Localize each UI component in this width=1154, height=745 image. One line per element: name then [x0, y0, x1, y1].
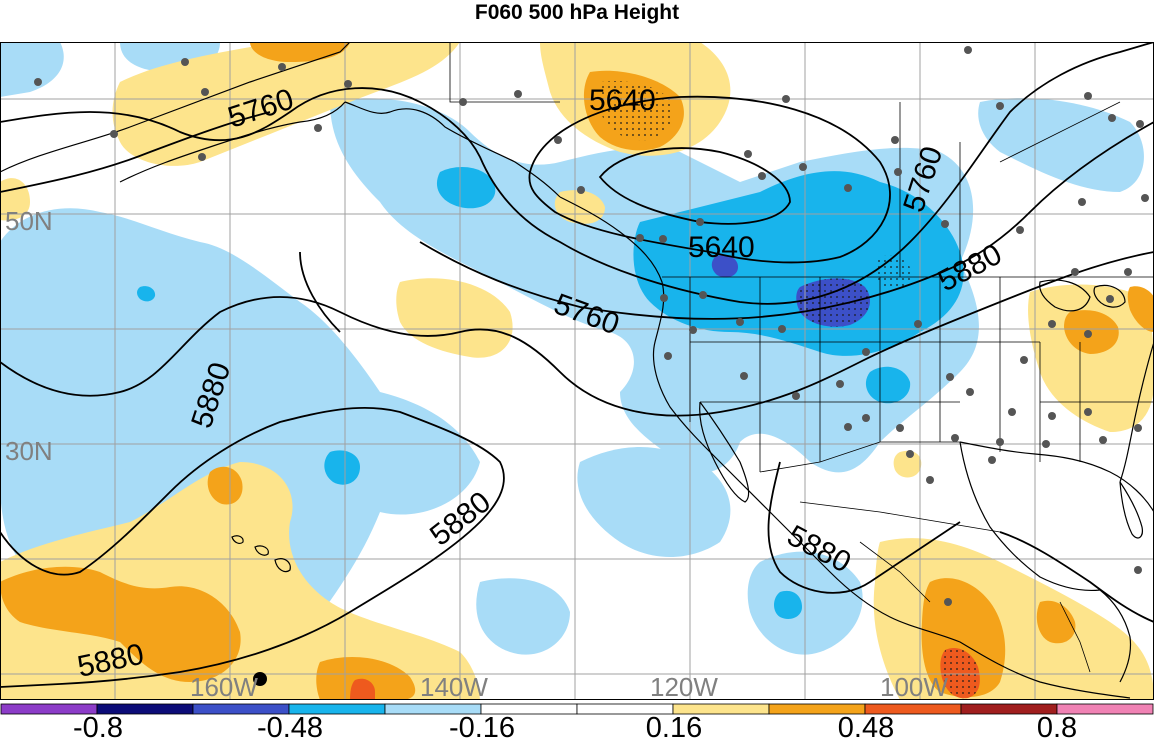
- lat-labels: 50N 30N: [5, 206, 53, 466]
- colorbar-segment: [1056, 703, 1154, 715]
- lat-lon-grid: [0, 42, 1154, 700]
- colorbar-label: 0.8: [1036, 712, 1078, 744]
- lon-label-120w: 120W: [650, 672, 718, 700]
- point-marker: [253, 672, 267, 686]
- station-markers: [34, 46, 1149, 606]
- anomaly-shading: [0, 42, 1154, 700]
- colorbar-label: -0.48: [256, 712, 324, 744]
- contour-label-5640-a: 5640: [589, 84, 656, 117]
- lon-label-140w: 140W: [420, 672, 488, 700]
- colorbar-label: -0.8: [73, 712, 123, 744]
- map-title: F060 500 hPa Height: [474, 1, 680, 24]
- lat-label-50n: 50N: [5, 206, 53, 236]
- lon-label-160w: 160W: [190, 672, 258, 700]
- colorbar-label: 0.48: [837, 712, 895, 744]
- height-anomaly-map: 50N 30N 160W 140W 120W 100W 5760 5640 57…: [0, 42, 1154, 700]
- coastlines: [0, 42, 1154, 699]
- height-contours: [0, 42, 1154, 688]
- lat-label-30n: 30N: [5, 436, 53, 466]
- lon-label-100w: 100W: [880, 672, 948, 700]
- colorbar-label: -0.16: [448, 712, 516, 744]
- lon-labels: 160W 140W 120W 100W: [190, 672, 948, 700]
- colorbar: [0, 703, 1154, 715]
- political-boundaries: [449, 42, 1154, 673]
- contour-label-5640-b: 5640: [688, 231, 755, 264]
- colorbar-label: 0.16: [645, 712, 703, 744]
